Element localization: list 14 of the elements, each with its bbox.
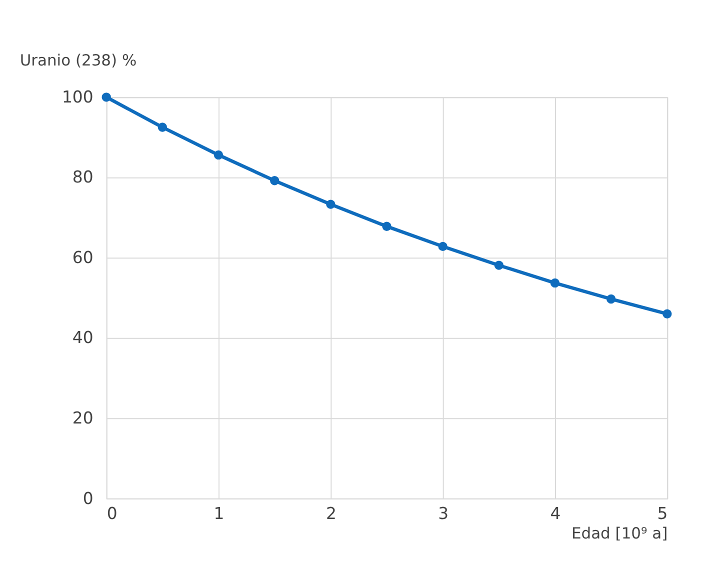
x-axis-title: Edad [10⁹ a] <box>571 524 668 543</box>
x-tick-label: 3 <box>438 504 449 524</box>
y-tick-label: 40 <box>72 328 94 348</box>
x-tick-label: 4 <box>550 504 561 524</box>
x-tick-label: 5 <box>657 504 668 524</box>
x-tick-label: 2 <box>326 504 336 524</box>
x-tick-label: 1 <box>214 504 224 524</box>
y-tick-label: 100 <box>62 87 94 106</box>
y-tick-label: 0 <box>82 488 94 508</box>
y-tick-label: 60 <box>72 248 94 267</box>
y-tick-label: 80 <box>72 168 94 187</box>
y-axis-title: Uranio (238) % <box>20 52 137 70</box>
y-tick-label: 20 <box>72 408 94 428</box>
x-tick-label: 0 <box>106 504 118 524</box>
